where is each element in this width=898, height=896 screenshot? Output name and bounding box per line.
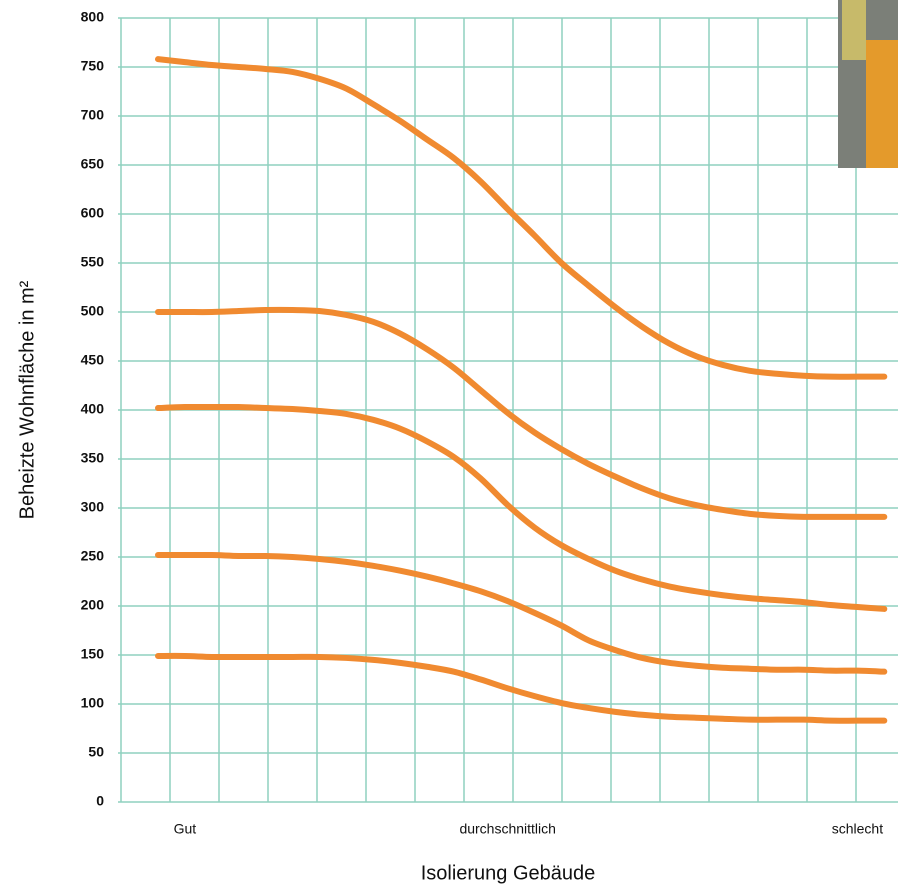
y-tick-label: 300	[81, 499, 105, 515]
line-series	[155, 403, 888, 612]
y-tick-label: 0	[96, 793, 104, 809]
line-series	[155, 551, 888, 675]
y-tick-label: 500	[81, 303, 105, 319]
y-tick-label: 400	[81, 401, 105, 417]
x-axis-title: Isolierung Gebäude	[421, 862, 596, 884]
y-tick-label: 700	[81, 107, 105, 123]
x-tick-label: Gut	[174, 821, 197, 837]
photo-detail	[842, 0, 866, 60]
y-tick-label: 200	[81, 597, 105, 613]
y-tick-label: 800	[81, 9, 105, 25]
y-tick-label: 550	[81, 254, 105, 270]
y-axis-title: Beheizte Wohnfläche in m²	[16, 280, 38, 519]
x-tick-label: durchschnittlich	[459, 821, 556, 837]
y-tick-label: 450	[81, 352, 105, 368]
y-tick-label: 100	[81, 695, 105, 711]
y-tick-label: 350	[81, 450, 105, 466]
y-tick-label: 250	[81, 548, 105, 564]
y-tick-label: 750	[81, 58, 105, 74]
photo-detail	[866, 40, 898, 168]
y-tick-label: 600	[81, 205, 105, 221]
line-series	[155, 652, 888, 724]
y-tick-label: 150	[81, 646, 105, 662]
y-tick-label: 50	[88, 744, 104, 760]
line-series	[155, 306, 888, 520]
line-series	[155, 56, 888, 380]
x-tick-label: schlecht	[832, 821, 883, 837]
y-tick-label: 650	[81, 156, 105, 172]
